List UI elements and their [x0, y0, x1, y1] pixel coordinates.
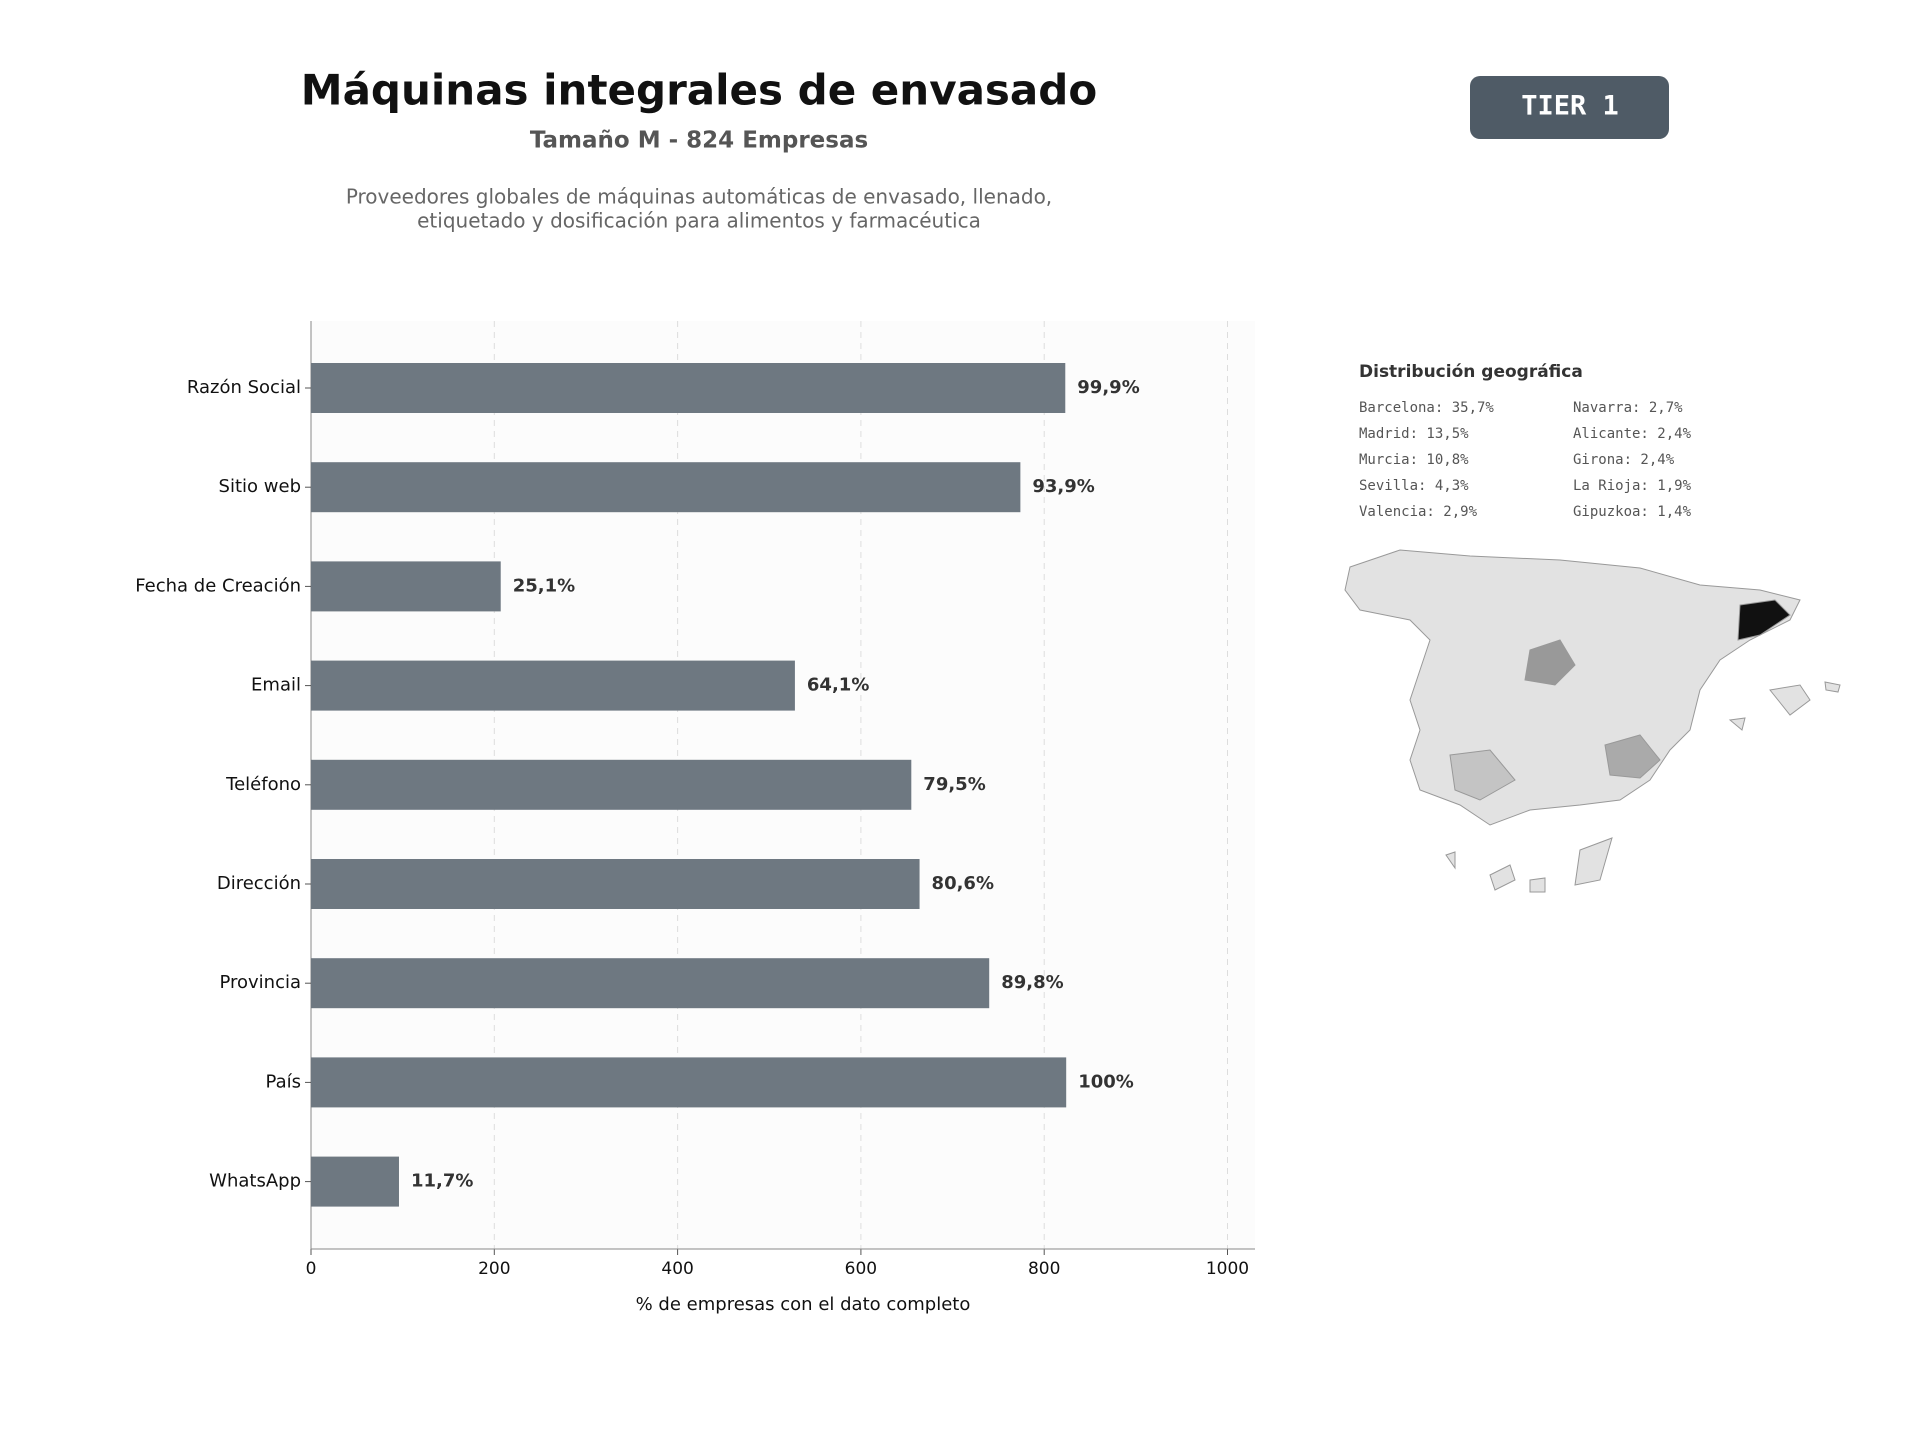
geo-item: Navarra: 2,7% [1573, 400, 1683, 416]
bar [311, 462, 1021, 513]
y-tick-label: WhatsApp [209, 1171, 301, 1192]
badge-label: TIER 1 [1521, 91, 1619, 122]
bar [311, 363, 1066, 413]
geo-item: Valencia: 2,9% [1359, 504, 1478, 520]
y-tick-label: Sitio web [219, 476, 301, 497]
value-label: 80,6% [932, 873, 994, 894]
geo-item: La Rioja: 1,9% [1573, 478, 1692, 494]
value-label: 11,7% [411, 1171, 473, 1192]
x-axis-label: % de empresas con el dato completo [636, 1294, 971, 1315]
y-tick-label: Email [251, 675, 301, 696]
chart-title: Máquinas integrales de envasado [301, 66, 1097, 115]
description-line: Proveedores globales de máquinas automát… [346, 185, 1052, 209]
bar [311, 759, 912, 810]
x-tick-label: 0 [306, 1259, 317, 1279]
bar [311, 561, 501, 612]
geo-item: Barcelona: 35,7% [1359, 400, 1494, 416]
y-tick-label: Teléfono [225, 774, 301, 795]
bar [311, 1057, 1067, 1108]
x-tick-label: 200 [478, 1259, 510, 1279]
bar [311, 958, 990, 1009]
geo-item: Sevilla: 4,3% [1359, 478, 1469, 494]
x-tick-label: 600 [845, 1259, 877, 1279]
map [1344, 549, 1841, 893]
bar [311, 660, 795, 711]
geo-item: Girona: 2,4% [1573, 452, 1675, 468]
x-tick-label: 1000 [1206, 1259, 1249, 1279]
y-tick-label: Provincia [219, 972, 301, 993]
geo-item: Murcia: 10,8% [1359, 452, 1469, 468]
y-tick-label: País [266, 1071, 301, 1092]
bar [311, 1156, 399, 1207]
value-label: 99,9% [1077, 377, 1139, 398]
description-line: etiquetado y dosificación para alimentos… [417, 209, 981, 233]
geo-item: Madrid: 13,5% [1359, 426, 1469, 442]
y-tick-label: Razón Social [187, 377, 301, 398]
chart-subtitle: Tamaño M - 824 Empresas [530, 128, 868, 154]
x-tick-label: 400 [661, 1259, 693, 1279]
y-tick-label: Fecha de Creación [135, 575, 301, 596]
value-label: 25,1% [513, 575, 575, 596]
value-label: 100% [1078, 1071, 1134, 1092]
value-label: 79,5% [923, 774, 985, 795]
geo-item: Alicante: 2,4% [1573, 426, 1692, 442]
geo-item: Gipuzkoa: 1,4% [1573, 504, 1692, 520]
badge [1470, 76, 1669, 139]
value-label: 64,1% [807, 675, 869, 696]
bar [311, 859, 920, 909]
x-tick-label: 800 [1028, 1259, 1060, 1279]
value-label: 93,9% [1032, 476, 1094, 497]
geo-title: Distribución geográfica [1359, 362, 1583, 382]
y-tick-label: Dirección [217, 873, 301, 894]
value-label: 89,8% [1001, 972, 1063, 993]
